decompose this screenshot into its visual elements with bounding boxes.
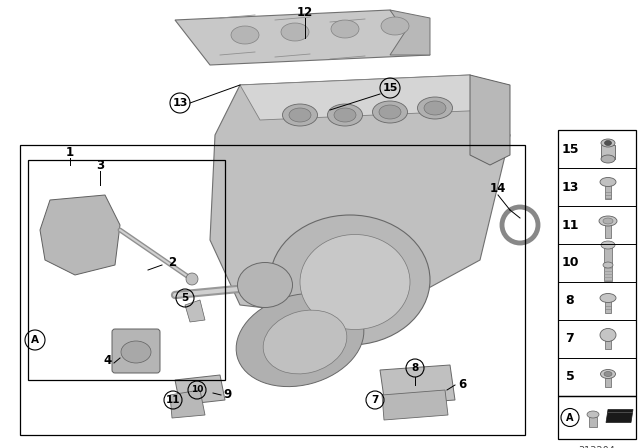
Bar — [605, 300, 611, 313]
Bar — [605, 376, 611, 387]
Ellipse shape — [331, 20, 359, 38]
Ellipse shape — [372, 101, 408, 123]
Polygon shape — [240, 75, 490, 120]
Text: 7: 7 — [566, 332, 574, 345]
Text: 6: 6 — [458, 379, 466, 392]
Text: 3: 3 — [96, 159, 104, 172]
Polygon shape — [175, 375, 225, 405]
Text: 2: 2 — [168, 255, 176, 268]
Bar — [601, 145, 615, 159]
Polygon shape — [382, 390, 448, 420]
Ellipse shape — [282, 104, 317, 126]
Ellipse shape — [300, 234, 410, 329]
Ellipse shape — [600, 177, 616, 186]
Ellipse shape — [289, 108, 311, 122]
Polygon shape — [210, 75, 510, 320]
Ellipse shape — [604, 371, 612, 376]
Text: 5: 5 — [181, 293, 189, 303]
Text: 1: 1 — [66, 146, 74, 159]
Ellipse shape — [263, 310, 347, 374]
Polygon shape — [390, 10, 430, 55]
Ellipse shape — [600, 328, 616, 341]
Ellipse shape — [600, 370, 616, 379]
Ellipse shape — [424, 101, 446, 115]
Text: 313204: 313204 — [579, 446, 616, 448]
Text: 15: 15 — [382, 83, 397, 93]
Text: 7: 7 — [371, 395, 379, 405]
Text: 8: 8 — [566, 294, 574, 307]
Bar — [605, 337, 611, 349]
Ellipse shape — [600, 293, 616, 302]
Polygon shape — [470, 75, 510, 165]
Text: 11: 11 — [166, 395, 180, 405]
Ellipse shape — [601, 241, 615, 249]
Polygon shape — [40, 195, 120, 275]
Polygon shape — [185, 300, 205, 322]
Text: A: A — [566, 413, 573, 422]
Bar — [558, 130, 636, 396]
Polygon shape — [380, 365, 455, 405]
Ellipse shape — [186, 273, 198, 285]
Bar — [558, 396, 636, 439]
Ellipse shape — [328, 104, 362, 126]
Bar — [20, 145, 525, 435]
Ellipse shape — [281, 23, 309, 41]
Ellipse shape — [417, 97, 452, 119]
Text: 15: 15 — [561, 142, 579, 155]
Ellipse shape — [587, 411, 599, 418]
Text: 14: 14 — [490, 181, 506, 194]
Text: 5: 5 — [566, 370, 574, 383]
Ellipse shape — [270, 215, 430, 345]
Text: 11: 11 — [561, 219, 579, 232]
Ellipse shape — [379, 105, 401, 119]
Bar — [605, 221, 611, 238]
Text: 12: 12 — [297, 5, 313, 18]
Polygon shape — [606, 409, 633, 422]
Text: 9: 9 — [224, 388, 232, 401]
Ellipse shape — [236, 293, 364, 387]
Text: 10: 10 — [191, 385, 203, 395]
Ellipse shape — [601, 155, 615, 163]
Ellipse shape — [237, 263, 292, 307]
Polygon shape — [170, 390, 205, 418]
Ellipse shape — [121, 341, 151, 363]
Bar — [604, 245, 612, 281]
Text: 10: 10 — [561, 257, 579, 270]
Text: A: A — [31, 335, 39, 345]
Bar — [589, 417, 597, 426]
Ellipse shape — [605, 141, 611, 146]
Ellipse shape — [603, 262, 613, 268]
Polygon shape — [175, 10, 430, 65]
Text: 13: 13 — [561, 181, 579, 194]
Bar — [28, 160, 225, 380]
Ellipse shape — [334, 108, 356, 122]
Ellipse shape — [231, 26, 259, 44]
Text: 13: 13 — [172, 98, 188, 108]
Ellipse shape — [381, 17, 409, 35]
Bar — [605, 182, 611, 199]
Ellipse shape — [603, 218, 613, 224]
FancyBboxPatch shape — [112, 329, 160, 373]
Text: 4: 4 — [104, 353, 112, 366]
Ellipse shape — [599, 216, 617, 226]
Text: 8: 8 — [412, 363, 419, 373]
Ellipse shape — [601, 139, 615, 147]
